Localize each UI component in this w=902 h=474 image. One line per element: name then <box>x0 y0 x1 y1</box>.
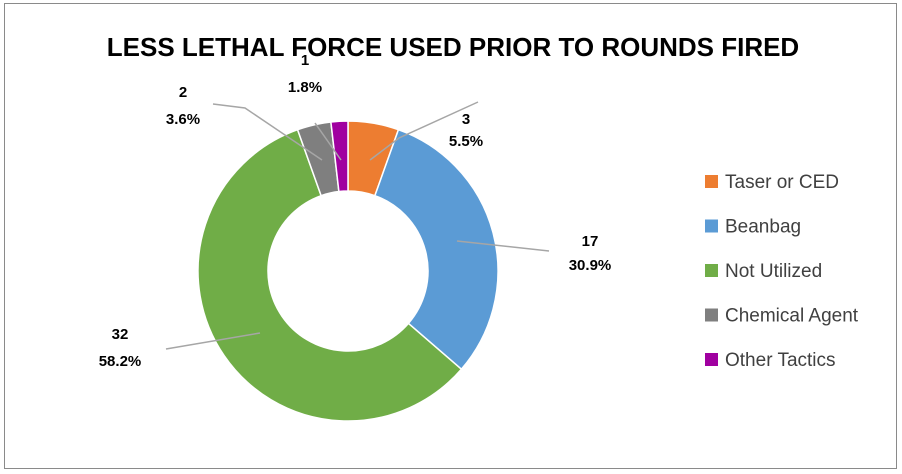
leader-line-beanbag <box>456 240 550 252</box>
count-label-beanbag: 17 <box>582 233 599 250</box>
percent-label-not-utilized: 58.2% <box>99 353 142 370</box>
legend-swatch-chemical-agent <box>705 308 718 322</box>
legend-label-chemical-agent: Chemical Agent <box>725 306 859 327</box>
leader-line-chemical-agent <box>212 103 323 161</box>
chart-title: LESS LETHAL FORCE USED PRIOR TO ROUNDS F… <box>107 32 799 62</box>
legend-label-beanbag: Beanbag <box>725 217 801 238</box>
data-labels-group: 3 5.5% 17 30.9% 32 58.2% 2 3.6% 1 1.8% <box>99 52 612 370</box>
percent-label-other-tactics: 1.8% <box>288 79 322 96</box>
legend-label-taser-or-ced: Taser or CED <box>725 172 839 193</box>
legend-label-other-tactics: Other Tactics <box>725 350 836 371</box>
legend-swatch-taser-or-ced <box>705 175 718 188</box>
percent-label-taser-or-ced: 5.5% <box>449 133 483 150</box>
leader-line-taser-or-ced <box>369 101 479 161</box>
leader-lines-group <box>165 101 550 350</box>
count-label-chemical-agent: 2 <box>179 84 187 101</box>
leader-line-other-tactics <box>314 122 342 161</box>
slice-beanbag <box>373 128 499 371</box>
legend: Taser or CED Beanbag Not Utilized Chemical … <box>705 172 859 371</box>
count-label-taser-or-ced: 3 <box>462 111 470 128</box>
slices-group <box>197 120 499 422</box>
slice-other-tactics <box>330 120 349 193</box>
percent-label-beanbag: 30.9% <box>569 257 612 274</box>
legend-swatch-beanbag <box>705 219 718 233</box>
legend-swatch-not-utilized <box>705 264 718 277</box>
count-label-not-utilized: 32 <box>112 326 129 343</box>
slice-not-utilized <box>197 128 463 422</box>
count-label-other-tactics: 1 <box>301 52 309 69</box>
legend-label-not-utilized: Not Utilized <box>725 261 822 282</box>
leader-line-not-utilized <box>165 332 261 350</box>
percent-label-chemical-agent: 3.6% <box>166 111 200 128</box>
legend-swatch-other-tactics <box>705 353 718 366</box>
